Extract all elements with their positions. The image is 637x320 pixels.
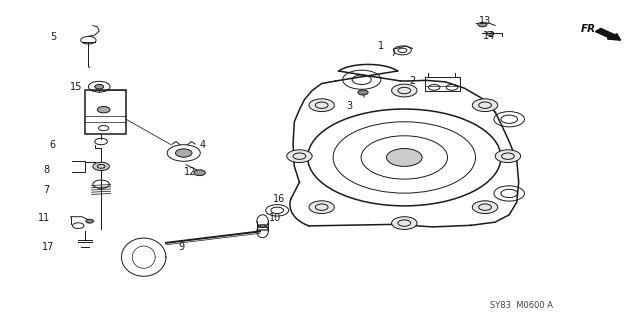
Text: 7: 7 — [43, 185, 50, 195]
Text: 3: 3 — [346, 101, 352, 111]
Text: 1: 1 — [378, 41, 384, 51]
Text: 5: 5 — [50, 32, 56, 42]
Text: 14: 14 — [483, 31, 495, 41]
Circle shape — [392, 84, 417, 97]
Text: 17: 17 — [42, 242, 55, 252]
Circle shape — [93, 162, 110, 171]
Text: 2: 2 — [410, 76, 416, 86]
FancyArrow shape — [596, 28, 620, 40]
Text: 12: 12 — [184, 167, 196, 177]
Text: 11: 11 — [38, 213, 50, 223]
Circle shape — [97, 107, 110, 113]
Text: 9: 9 — [179, 242, 185, 252]
Circle shape — [175, 149, 192, 157]
Circle shape — [472, 201, 497, 213]
Text: 10: 10 — [269, 213, 282, 223]
Circle shape — [86, 219, 94, 223]
Text: 13: 13 — [479, 16, 491, 27]
Text: 15: 15 — [69, 82, 82, 92]
Circle shape — [287, 150, 312, 163]
Text: 4: 4 — [200, 140, 206, 150]
Circle shape — [358, 90, 368, 95]
Circle shape — [95, 84, 104, 89]
Text: 8: 8 — [43, 165, 50, 175]
Circle shape — [309, 99, 334, 112]
Circle shape — [392, 217, 417, 229]
Circle shape — [309, 201, 334, 213]
Circle shape — [472, 99, 497, 112]
Circle shape — [387, 148, 422, 166]
Circle shape — [478, 22, 487, 27]
Text: FR.: FR. — [580, 24, 600, 34]
Circle shape — [495, 150, 520, 163]
Text: 6: 6 — [50, 140, 56, 150]
Text: 16: 16 — [273, 194, 285, 204]
Text: SY83  M0600 A: SY83 M0600 A — [490, 301, 554, 310]
Circle shape — [194, 170, 205, 176]
